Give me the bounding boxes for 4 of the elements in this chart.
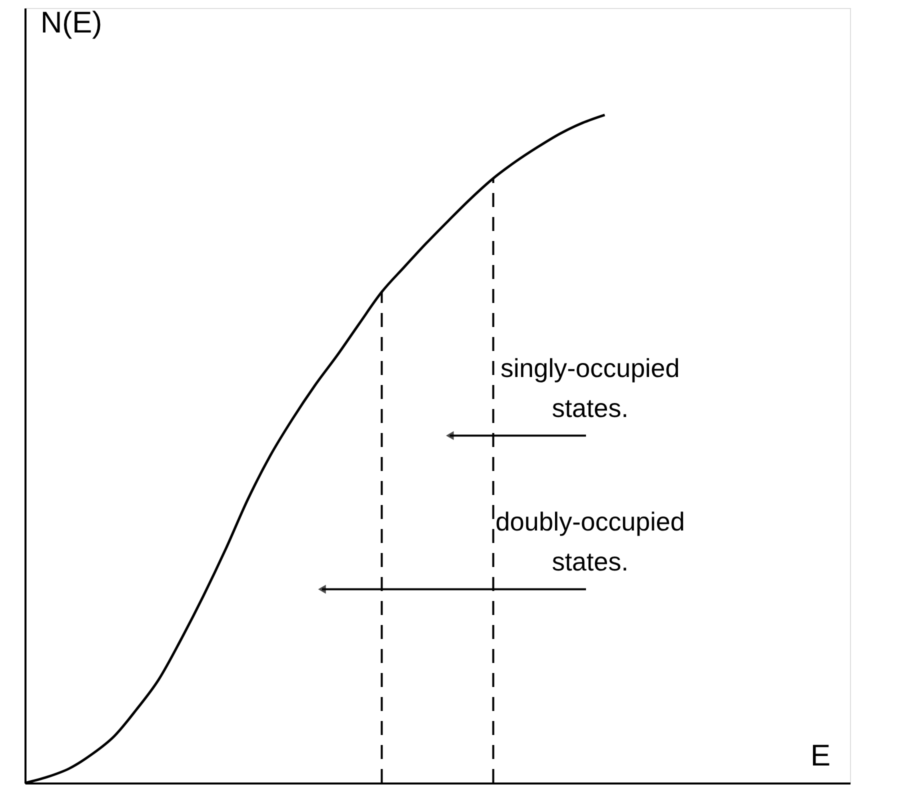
x-axis-title: E: [810, 740, 830, 772]
annotation: doubly-occupied states.: [495, 506, 685, 576]
y-axis-title: N(E): [40, 6, 102, 40]
annotation: singly-occupied states.: [500, 352, 680, 423]
